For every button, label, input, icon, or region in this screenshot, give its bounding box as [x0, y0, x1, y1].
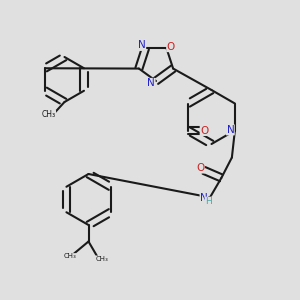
- Text: N: N: [200, 193, 208, 203]
- Text: CH₃: CH₃: [95, 256, 108, 262]
- Text: CH₃: CH₃: [64, 254, 76, 260]
- Text: O: O: [167, 42, 175, 52]
- Text: N: N: [138, 40, 146, 50]
- Text: O: O: [196, 163, 205, 173]
- Text: N: N: [226, 125, 234, 135]
- Text: N: N: [147, 78, 155, 88]
- Text: O: O: [200, 125, 208, 136]
- Text: H: H: [205, 197, 212, 206]
- Text: CH₃: CH₃: [41, 110, 56, 119]
